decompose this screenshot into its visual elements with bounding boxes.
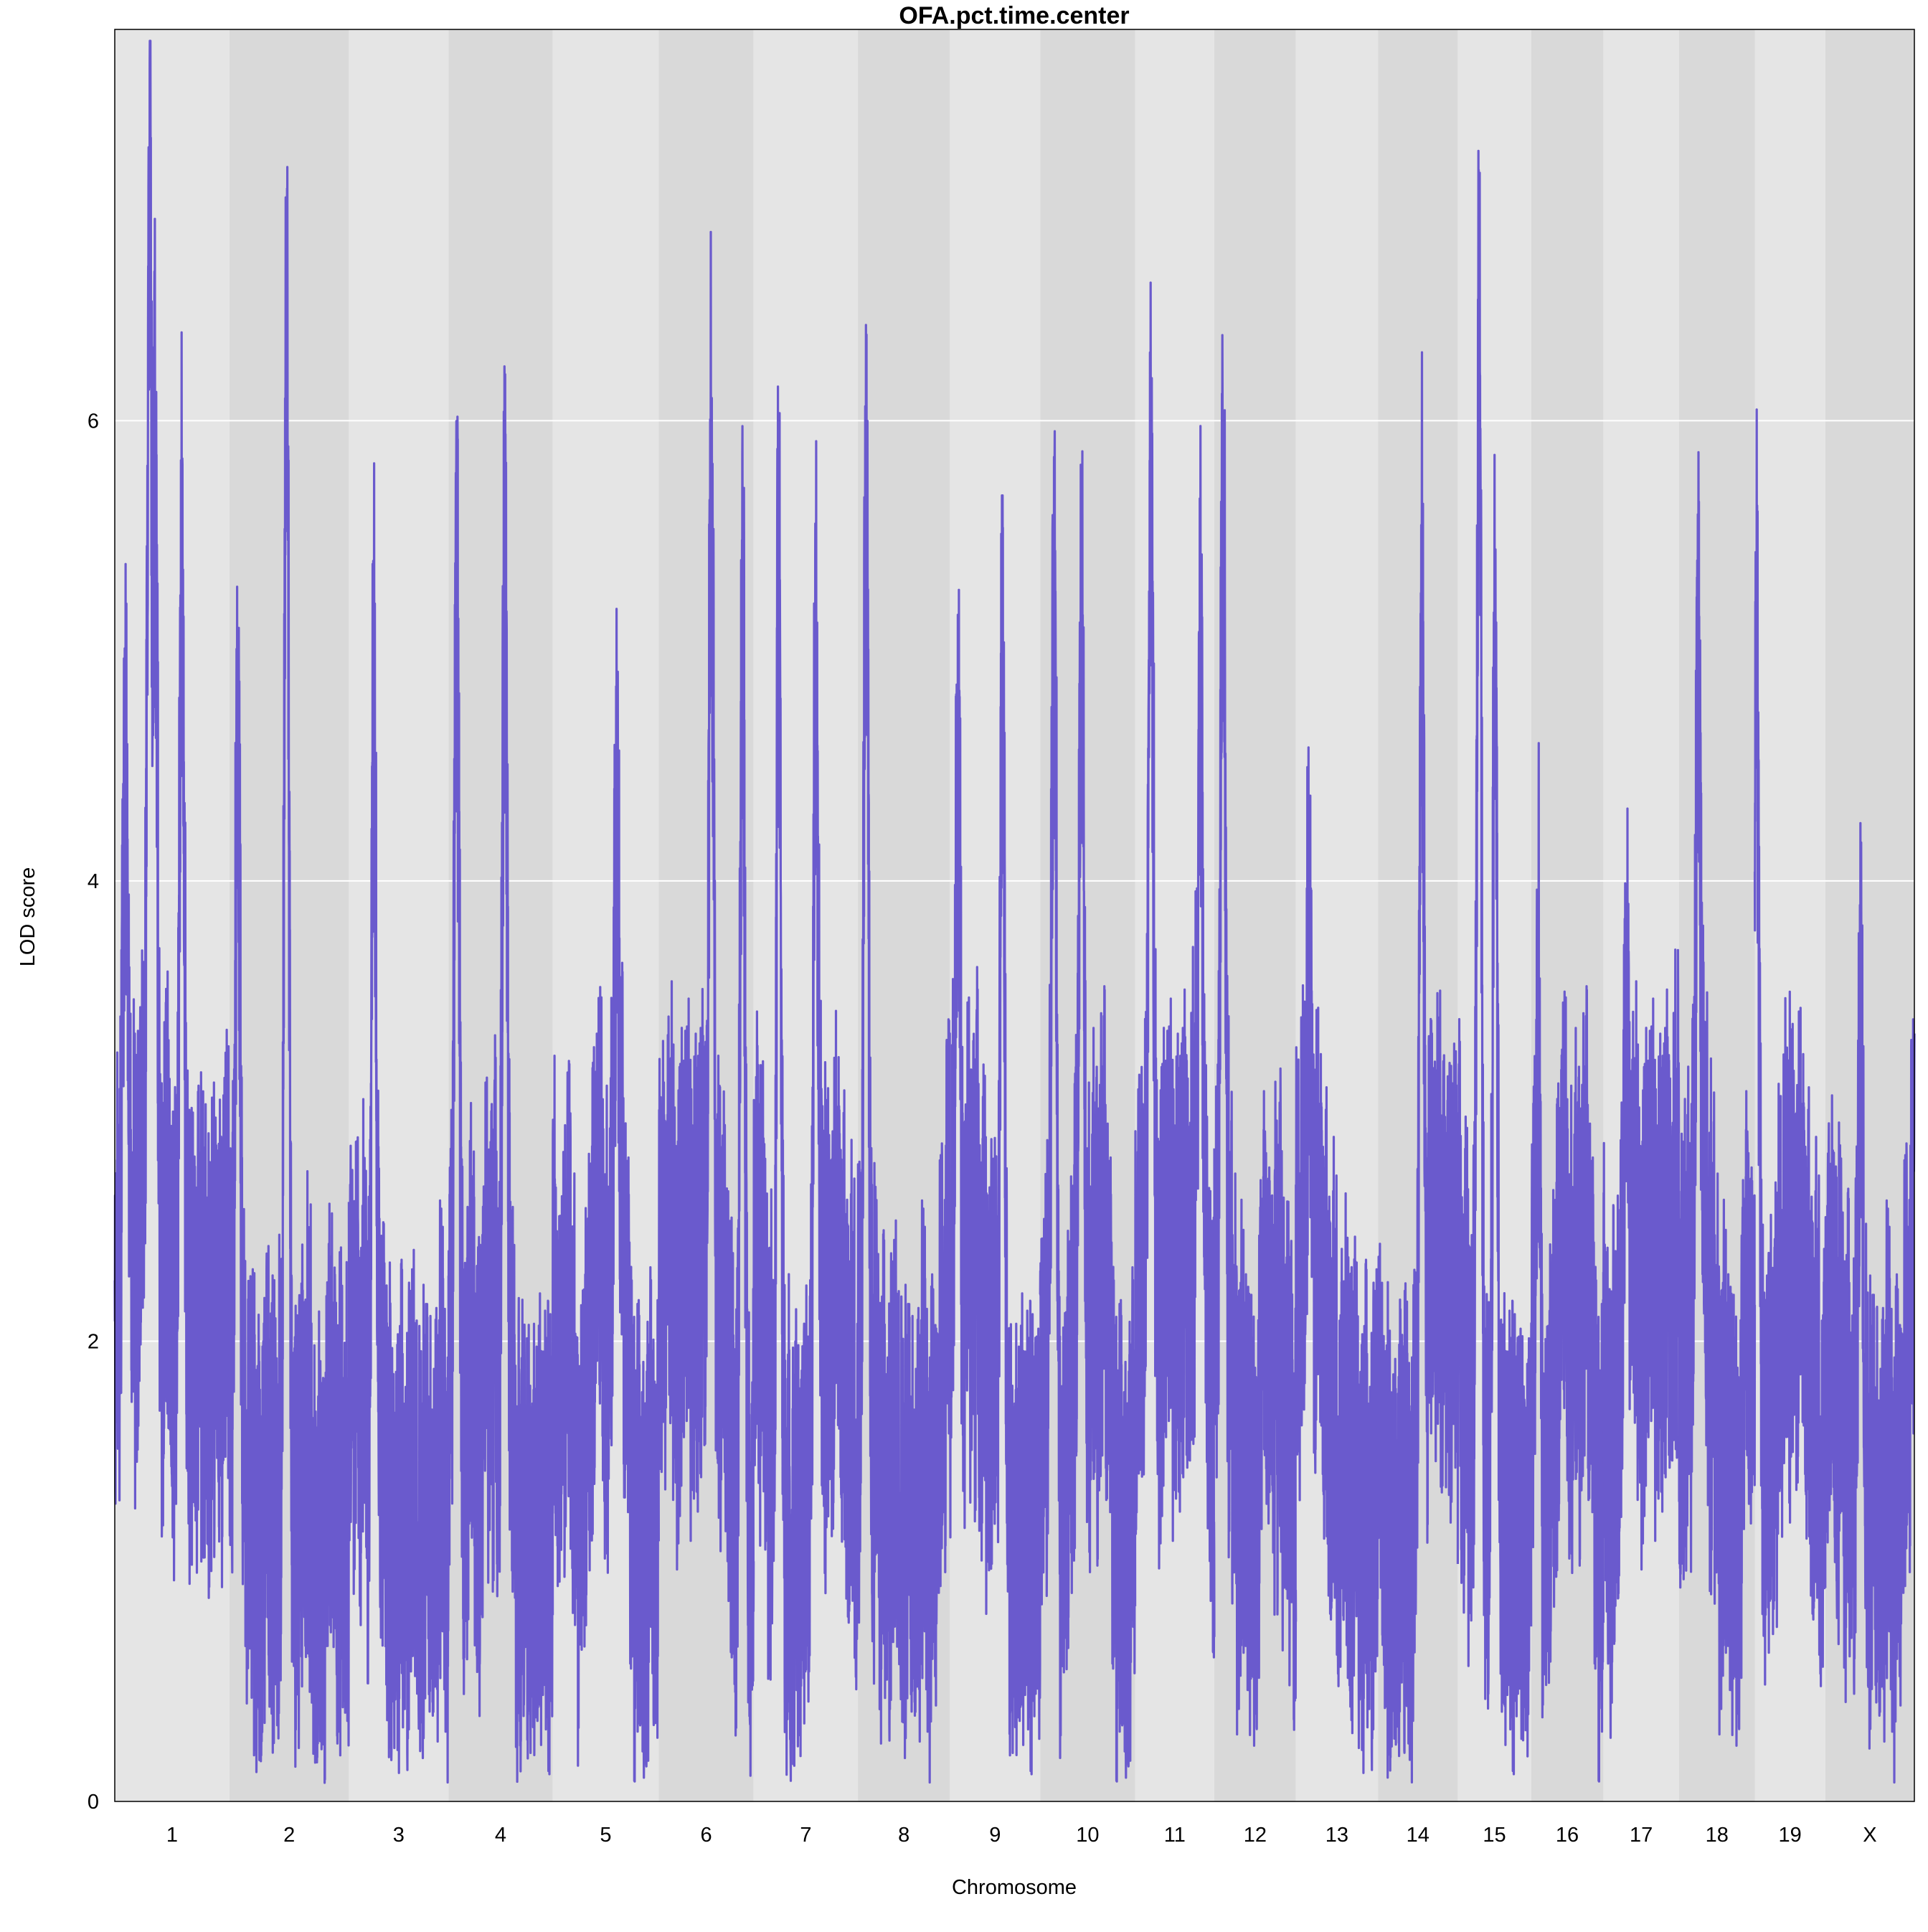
lod-line-chr-19 — [1753, 408, 1827, 1687]
lod-line-chr-14 — [1376, 351, 1460, 1783]
lod-line-chr-8 — [856, 324, 952, 1784]
y-tick-label: 2 — [88, 1330, 99, 1353]
x-tick-label: 10 — [1076, 1824, 1099, 1847]
lod-line-chr-2 — [228, 166, 350, 1784]
lod-line-chr-9 — [948, 494, 1041, 1776]
y-axis: 0 2 4 6 — [88, 410, 99, 1814]
x-axis: 1 2 3 4 5 6 7 8 9 10 11 12 13 14 15 16 17 18 19 X — [166, 1824, 1877, 1847]
lod-line-chr-11 — [1133, 281, 1216, 1659]
lod-line-chr-17 — [1602, 807, 1681, 1739]
lod-line-chr-3 — [347, 462, 450, 1784]
lod-line-chr-7 — [752, 385, 859, 1782]
y-tick-label: 6 — [88, 410, 99, 433]
y-tick-label: 0 — [88, 1791, 99, 1814]
lod-line-chr-5 — [551, 608, 661, 1783]
lod-line-chr-18 — [1678, 451, 1757, 1747]
lod-line-chr-16 — [1530, 742, 1605, 1783]
x-tick-label: 11 — [1164, 1824, 1186, 1847]
x-tick-label: 19 — [1779, 1824, 1802, 1847]
x-tick-label: 16 — [1556, 1824, 1579, 1847]
x-tick-label: 3 — [393, 1824, 405, 1847]
x-tick-label: 7 — [800, 1824, 811, 1847]
x-tick-label: 17 — [1630, 1824, 1653, 1847]
y-tick-label: 4 — [88, 870, 99, 893]
x-tick-label: 5 — [600, 1824, 611, 1847]
lod-line-chr-X — [1824, 821, 1916, 1784]
y-axis-label: LOD score — [16, 867, 39, 967]
x-tick-label: 4 — [495, 1824, 506, 1847]
x-tick-label: 15 — [1483, 1824, 1506, 1847]
chart-title: OFA.pct.time.center — [899, 2, 1129, 29]
lod-trace — [113, 39, 1916, 1784]
lod-line-chr-1 — [113, 39, 231, 1599]
lod-line-chr-13 — [1295, 746, 1379, 1774]
x-tick-label: 12 — [1244, 1824, 1267, 1847]
lod-line-chr-4 — [447, 365, 554, 1783]
plot-frame — [114, 29, 1915, 1802]
x-axis-label: Chromosome — [952, 1876, 1077, 1899]
lod-line-chr-15 — [1456, 149, 1533, 1776]
lod-line-chr-12 — [1213, 334, 1298, 1747]
x-tick-label: 1 — [166, 1824, 178, 1847]
x-tick-label: 14 — [1407, 1824, 1430, 1847]
x-tick-label: X — [1863, 1824, 1876, 1847]
x-tick-label: 13 — [1326, 1824, 1348, 1847]
lod-line-chr-10 — [1039, 430, 1137, 1783]
lod-line-chr-6 — [657, 230, 755, 1777]
x-tick-label: 18 — [1706, 1824, 1729, 1847]
x-tick-label: 6 — [700, 1824, 712, 1847]
x-tick-label: 8 — [898, 1824, 909, 1847]
x-tick-label: 2 — [283, 1824, 295, 1847]
x-tick-label: 9 — [989, 1824, 1001, 1847]
